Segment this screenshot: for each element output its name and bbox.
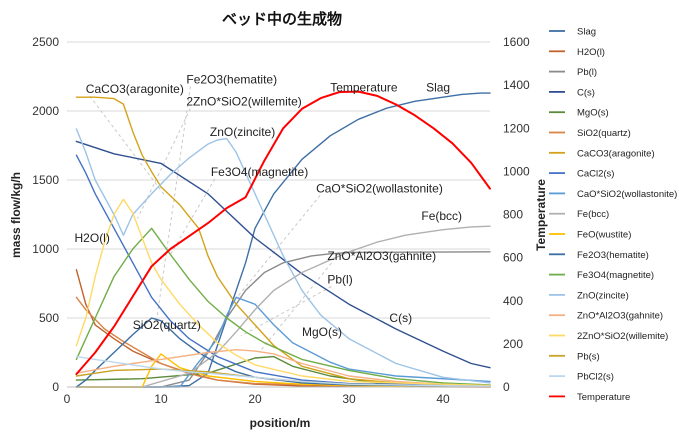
annotation-label: ZnO*Al2O3(gahnite) — [327, 249, 436, 263]
annotation-leader — [259, 262, 332, 353]
y2-tick-label: 1600 — [503, 35, 530, 49]
annotation-label: Fe2O3(hematite) — [186, 72, 277, 86]
annotations: CaCO3(aragonite)Fe2O3(hematite) 2ZnO*SiO2… — [75, 72, 463, 339]
annotation-label: H2O(l) — [75, 231, 110, 245]
legend-label: Slag — [577, 27, 596, 38]
annotation-leader — [155, 86, 191, 323]
annotation-label: ZnO(zincite) — [210, 125, 275, 139]
annotation-label: 2ZnO*SiO2(willemite) — [186, 94, 301, 108]
series-line-zno-zincite — [75, 128, 491, 384]
legend-label: CaCO3(aragonite) — [577, 148, 655, 159]
series-line-fe3o4-magnetite — [75, 227, 491, 386]
annotation-leader — [89, 95, 167, 197]
y2-tick-label: 600 — [503, 251, 523, 265]
y2-tick-label: 800 — [503, 208, 523, 222]
annotation-label: Fe(bcc) — [421, 209, 462, 223]
y-tick-label: 1500 — [32, 173, 59, 187]
y2-axis-title: Temperature — [534, 179, 548, 251]
series-line-cao-sio2-wollastonite — [75, 296, 491, 388]
legend-label: H2O(l) — [577, 47, 605, 58]
legend-label: Pb(s) — [577, 351, 600, 362]
legend-label: 2ZnO*SiO2(willemite) — [577, 331, 668, 342]
legend-label: Temperature — [577, 392, 630, 403]
annotation-label: Fe3O4(magnetite) — [211, 165, 308, 179]
legend-label: Fe3O4(magnetite) — [577, 270, 654, 281]
legend: Slag H2O(l) Pb(l) C(s) MgO(s) SiO2(quartz) CaC… — [549, 27, 677, 403]
legend-label: FeO(wustite) — [577, 230, 631, 241]
y-tick-label: 2500 — [32, 35, 59, 49]
annotation-label: CaO*SiO2(wollastonite) — [316, 181, 443, 195]
annotation-label: Slag — [426, 81, 450, 95]
y2-tick-label: 400 — [503, 294, 523, 308]
x-tick-label: 40 — [436, 392, 450, 406]
legend-label: ZnO(zincite) — [577, 290, 629, 301]
annotation-label: Temperature — [330, 81, 398, 95]
series-line-2zno-sio2-willemite — [75, 198, 491, 387]
legend-label: Fe(bcc) — [577, 209, 609, 220]
annotation-label: SiO2(quartz) — [133, 318, 201, 332]
series-line-cacl2-s — [75, 154, 491, 387]
series-line-fe2o3-hematite — [75, 317, 491, 388]
legend-label: PbCl2(s) — [577, 372, 614, 383]
x-tick-label: 20 — [248, 392, 262, 406]
annotation-leader — [137, 108, 191, 219]
annotation-label: C(s) — [389, 311, 412, 325]
annotation-label: MgO(s) — [302, 325, 342, 339]
legend-label: CaO*SiO2(wollastonite) — [577, 189, 677, 200]
annotation-leader — [231, 195, 321, 305]
y-axis-title: mass flow/kg/h — [9, 172, 23, 258]
series-lines — [75, 90, 491, 388]
y-tick-label: 500 — [39, 311, 59, 325]
x-axis-title: position/m — [250, 416, 311, 430]
series-line-sio2-quartz — [75, 296, 491, 387]
legend-label: Fe2O3(hematite) — [577, 250, 649, 261]
legend-label: C(s) — [577, 87, 595, 98]
series-line-temperature — [75, 90, 491, 376]
y-tick-label: 0 — [52, 380, 59, 394]
annotation-label: Pb(l) — [327, 273, 352, 287]
y2-tick-label: 1000 — [503, 164, 530, 178]
legend-label: MgO(s) — [577, 108, 609, 119]
y-tick-label: 1000 — [32, 242, 59, 256]
annotation-leaders — [89, 86, 332, 353]
legend-label: Pb(l) — [577, 67, 597, 78]
annotation-leader — [240, 286, 332, 337]
legend-label: SiO2(quartz) — [577, 128, 631, 139]
annotation-leader — [169, 178, 216, 255]
chart-title: ベッド中の生成物 — [222, 10, 342, 28]
series-line-zno-al2o3-gahnite — [75, 349, 491, 387]
legend-label: ZnO*Al2O3(gahnite) — [577, 311, 663, 322]
y2-tick-label: 1400 — [503, 78, 530, 92]
axes: 0500100015002000250002004006008001000120… — [32, 35, 530, 406]
series-line-fe-bcc — [75, 225, 491, 388]
y-tick-label: 2000 — [32, 104, 59, 118]
y2-tick-label: 200 — [503, 337, 523, 351]
series-line-pbcl2-s — [75, 355, 491, 387]
y2-tick-label: 0 — [503, 380, 510, 394]
series-line-feo-wustite — [75, 353, 491, 388]
legend-label: CaCl2(s) — [577, 169, 614, 180]
series-line-caco3-aragonite — [75, 96, 491, 387]
x-tick-label: 30 — [342, 392, 356, 406]
y2-tick-label: 1200 — [503, 121, 530, 135]
annotation-label: CaCO3(aragonite) — [86, 82, 184, 96]
x-tick-label: 10 — [154, 392, 168, 406]
x-tick-label: 0 — [64, 392, 71, 406]
